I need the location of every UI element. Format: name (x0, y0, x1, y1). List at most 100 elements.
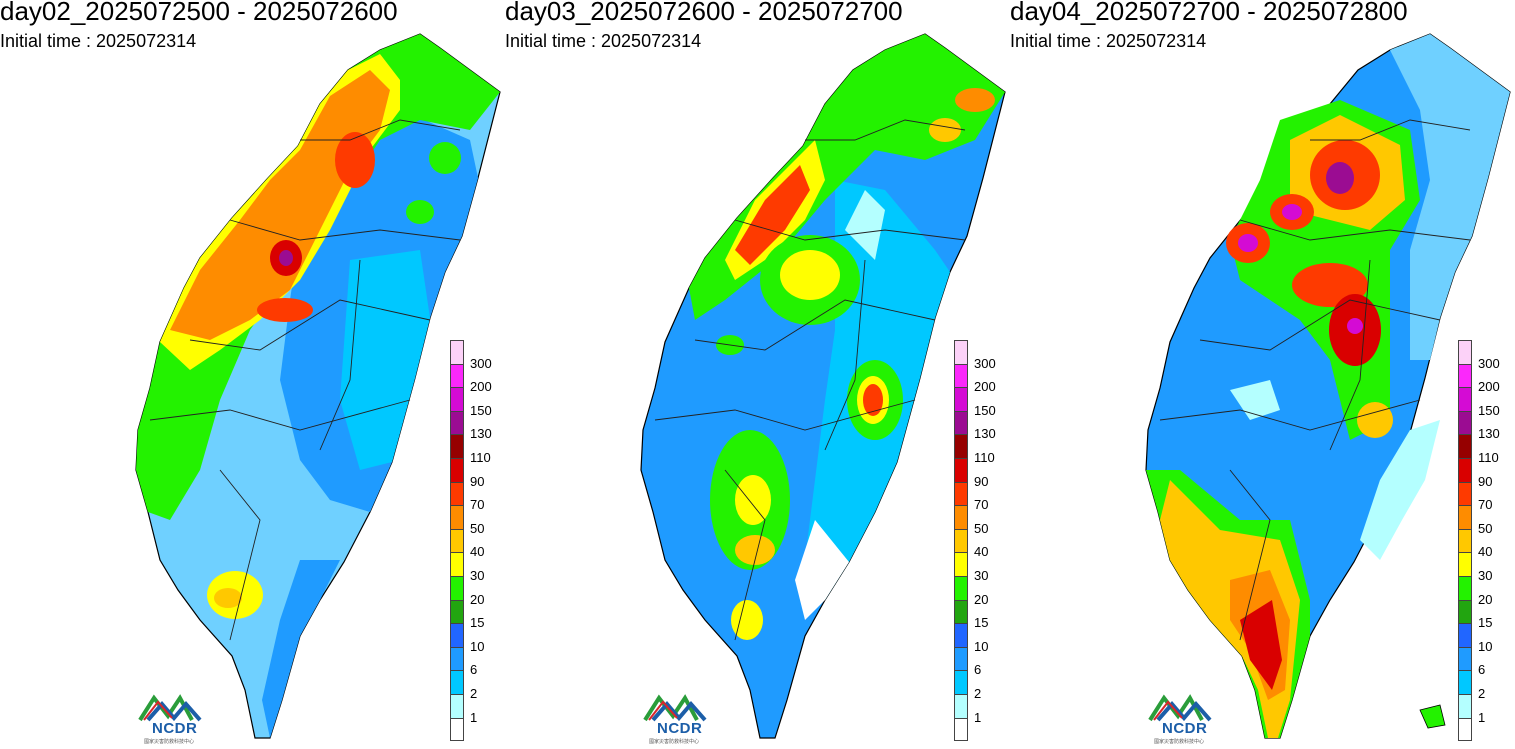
legend-label: 70 (470, 497, 485, 513)
legend-swatch (954, 434, 968, 458)
legend-label: 2 (974, 686, 982, 701)
legend-swatch (450, 410, 464, 435)
rainfall-map-day02 (135, 33, 501, 739)
legend-swatch (450, 575, 464, 600)
legend-label: 30 (470, 568, 485, 583)
legend-label: 2 (470, 686, 478, 701)
legend-label: 50 (974, 520, 989, 536)
legend-swatch (450, 505, 464, 529)
legend-swatch (954, 410, 968, 435)
legend-label: 50 (470, 520, 485, 536)
legend-swatch (954, 505, 968, 529)
legend-swatch (450, 552, 464, 576)
legend-label: 130 (974, 426, 996, 442)
legend-label: 300 (1478, 355, 1500, 371)
legend-label: 50 (1478, 520, 1493, 536)
legend-swatch (1458, 623, 1472, 647)
legend-label: 20 (1478, 591, 1493, 607)
legend-label: 15 (470, 615, 485, 631)
legend-label: 130 (470, 426, 492, 442)
logo-text: NCDR (1162, 720, 1208, 737)
panel-title: day03_2025072600 - 2025072700 (505, 0, 903, 26)
legend-label: 150 (974, 402, 996, 418)
rainfall-map-day03 (640, 33, 1006, 739)
legend-label: 6 (470, 662, 478, 678)
legend-swatch (1458, 363, 1472, 388)
legend-label: 20 (470, 591, 485, 607)
legend-label: 130 (1478, 426, 1500, 442)
panel-subtitle: Initial time : 2025072314 (505, 31, 702, 51)
legend-swatch (450, 340, 464, 364)
legend-swatch (450, 528, 464, 553)
legend-label: 150 (470, 402, 492, 418)
legend-swatch (954, 481, 968, 506)
legend-label: 70 (974, 497, 989, 513)
legend-swatch (450, 693, 464, 718)
color-legend: 300 200 150 130 110 90 70 50 40 30 20 15 10 6 2 1 (1458, 340, 1500, 742)
legend-swatch (954, 363, 968, 388)
legend-label: 40 (470, 544, 485, 560)
legend-label: 110 (470, 450, 491, 465)
legend-label: 40 (974, 544, 989, 560)
logo-text: NCDR (657, 720, 703, 737)
legend-swatch (450, 670, 464, 694)
legend-swatch (1458, 434, 1472, 458)
legend-swatch (1458, 575, 1472, 600)
legend-swatch (1458, 481, 1472, 506)
legend-swatch (1458, 670, 1472, 694)
legend-label: 30 (974, 568, 989, 583)
legend-label: 110 (974, 450, 995, 465)
legend-label: 90 (974, 473, 989, 489)
legend-swatch (954, 387, 968, 411)
legend-label: 20 (974, 591, 989, 607)
legend-label: 1 (470, 709, 478, 725)
logo-subtitle: 國家災害防救科技中心 (1154, 739, 1205, 745)
legend-label: 6 (974, 662, 982, 678)
legend-swatch (1458, 599, 1472, 624)
legend-label: 10 (974, 638, 989, 654)
legend-swatch (450, 623, 464, 647)
legend-swatch (954, 670, 968, 694)
panel-subtitle: Initial time : 2025072314 (1010, 31, 1207, 51)
legend-swatch (1458, 717, 1472, 742)
legend-label: 1 (974, 709, 982, 725)
legend-swatch (1458, 387, 1472, 411)
legend-swatch (450, 717, 464, 742)
legend-label: 90 (1478, 473, 1493, 489)
legend-swatch (1458, 505, 1472, 529)
legend-label: 6 (1478, 662, 1486, 678)
ncdr-logo-icon (138, 694, 202, 722)
legend-swatch (1458, 340, 1472, 364)
legend-swatch (1458, 646, 1472, 671)
legend-swatch (954, 646, 968, 671)
ncdr-logo: NCDR 國家災害防救科技中心 (1144, 692, 1224, 746)
legend-label: 10 (470, 638, 485, 654)
legend-swatch (450, 434, 464, 458)
legend-swatch (954, 717, 968, 742)
legend-label: 15 (974, 615, 989, 631)
legend-label: 110 (1478, 450, 1499, 465)
legend-swatch (450, 457, 464, 482)
legend-label: 200 (470, 379, 492, 395)
legend-swatch (1458, 528, 1472, 553)
ncdr-logo-icon (643, 694, 707, 722)
legend-label: 2 (1478, 686, 1486, 701)
color-legend: 300 200 150 130 110 90 70 50 40 30 20 15 10 6 2 1 (954, 340, 996, 742)
panel-day03: day03_2025072600 - 2025072700 Initial ti… (505, 0, 1010, 749)
legend-label: 70 (1478, 497, 1493, 513)
color-legend: 300 200 150 130 110 90 70 50 40 30 20 15 10 6 2 1 (450, 340, 492, 742)
panel-subtitle: Initial time : 2025072314 (0, 31, 197, 51)
legend-label: 10 (1478, 638, 1493, 654)
legend-swatch (954, 599, 968, 624)
legend-label: 200 (1478, 379, 1500, 395)
panel-day02: day02_2025072500 - 2025072600 Initial ti… (0, 0, 505, 749)
legend-swatch (1458, 552, 1472, 576)
legend-label: 150 (1478, 402, 1500, 418)
legend-label: 200 (974, 379, 996, 395)
legend-label: 1 (1478, 709, 1486, 725)
panel-title: day02_2025072500 - 2025072600 (0, 0, 398, 26)
ncdr-logo-icon (1148, 694, 1212, 722)
legend-swatch (954, 528, 968, 553)
logo-subtitle: 國家災害防救科技中心 (649, 739, 700, 745)
legend-swatch (450, 481, 464, 506)
